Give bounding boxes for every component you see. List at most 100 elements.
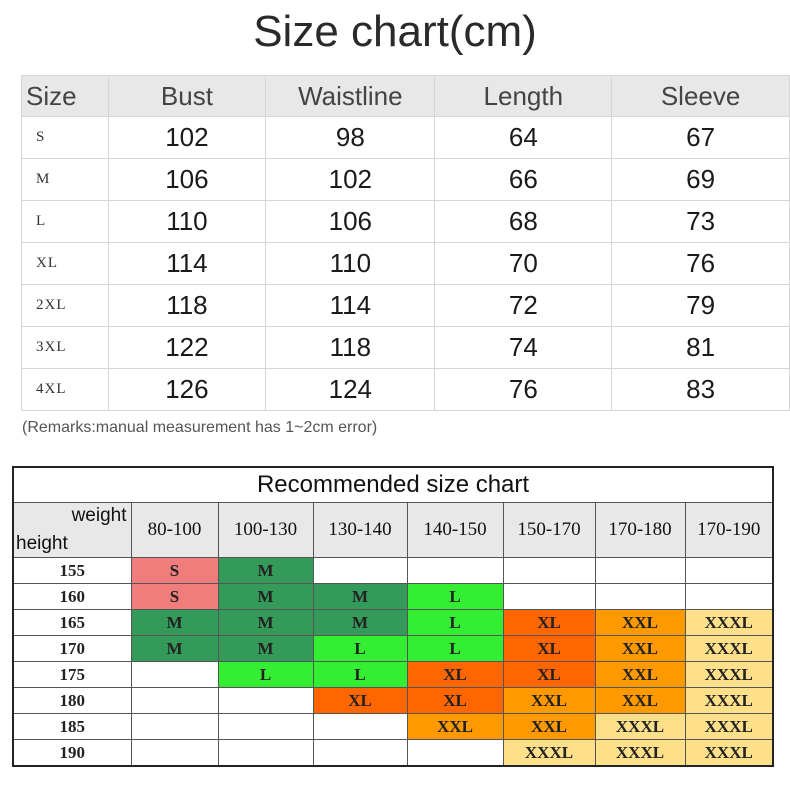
measurement-cell: 110 — [107, 200, 267, 243]
remark-note: (Remarks:manual measurement has 1~2cm er… — [22, 419, 378, 436]
recommended-size-cell: XXL — [406, 713, 504, 740]
height-cell: 160 — [12, 583, 132, 610]
size-label-cell: M — [21, 158, 109, 201]
measurement-cell: 124 — [265, 368, 436, 411]
recommended-size-cell — [406, 557, 504, 584]
recommended-size-cell: M — [312, 583, 408, 610]
weight-range-header: 150-170 — [502, 502, 596, 558]
recommended-size-cell: L — [406, 635, 504, 662]
size-table: Size Bust Waistline Length Sleeve S 102 98 64 67 M… — [21, 75, 790, 411]
size-label-cell: XL — [21, 242, 109, 285]
table-row: 155 S M — [12, 557, 774, 584]
recommended-size-cell: XXL — [502, 687, 596, 714]
weight-label: weight — [71, 505, 127, 526]
recommended-size-cell — [502, 557, 596, 584]
height-cell: 180 — [12, 687, 132, 714]
recommended-size-cell — [312, 713, 408, 740]
table-row: 2XL 118 114 72 79 — [21, 284, 790, 327]
column-header: Waistline — [265, 75, 436, 117]
height-cell: 170 — [12, 635, 132, 662]
recommended-size-cell — [217, 713, 314, 740]
recommended-size-cell: XXXL — [684, 713, 774, 740]
measurement-cell: 72 — [434, 284, 613, 327]
height-cell: 175 — [12, 661, 132, 688]
measurement-cell: 102 — [265, 158, 436, 201]
size-label-cell: 2XL — [21, 284, 109, 327]
recommended-size-cell: XL — [502, 661, 596, 688]
measurement-cell: 126 — [107, 368, 267, 411]
table-row: 3XL 122 118 74 81 — [21, 326, 790, 369]
size-label-cell: 4XL — [21, 368, 109, 411]
weight-range-header: 80-100 — [130, 502, 219, 558]
recommended-size-cell: L — [312, 661, 408, 688]
recommended-size-cell: M — [130, 635, 219, 662]
recommended-size-cell: M — [312, 609, 408, 636]
recommended-size-cell: S — [130, 557, 219, 584]
table-row: 160 S M M L — [12, 583, 774, 610]
table-row: M 106 102 66 69 — [21, 158, 790, 201]
recommended-size-cell: XXXL — [684, 661, 774, 688]
recommended-size-cell — [684, 557, 774, 584]
column-header: Length — [434, 75, 613, 117]
measurement-cell: 118 — [107, 284, 267, 327]
recommended-size-cell: XL — [406, 687, 504, 714]
measurement-cell: 68 — [434, 200, 613, 243]
recommended-size-cell — [130, 739, 219, 767]
recommended-size-cell — [502, 583, 596, 610]
measurement-cell: 106 — [107, 158, 267, 201]
measurement-cell: 98 — [265, 116, 436, 159]
height-cell: 165 — [12, 609, 132, 636]
recommended-size-cell: M — [130, 609, 219, 636]
table-row: 175 L L XL XL XXL XXXL — [12, 661, 774, 688]
size-label-cell: 3XL — [21, 326, 109, 369]
size-label-cell: L — [21, 200, 109, 243]
recommended-size-cell: XL — [502, 609, 596, 636]
recommended-size-cell: XXXL — [684, 687, 774, 714]
page-title: Size chart(cm) — [253, 7, 537, 56]
recommended-size-cell — [594, 583, 686, 610]
weight-range-header: 170-180 — [594, 502, 686, 558]
recommended-size-cell: XXXL — [594, 739, 686, 767]
table-row: 185 XXL XXL XXXL XXXL — [12, 713, 774, 740]
height-label: height — [16, 533, 68, 554]
measurement-cell: 67 — [611, 116, 790, 159]
table-row: 190 XXXL XXXL XXXL — [12, 739, 774, 767]
measurement-cell: 74 — [434, 326, 613, 369]
measurement-cell: 64 — [434, 116, 613, 159]
height-cell: 155 — [12, 557, 132, 584]
table-row: S 102 98 64 67 — [21, 116, 790, 159]
recommended-size-cell — [130, 713, 219, 740]
recommended-size-cell: XXXL — [594, 713, 686, 740]
recommended-size-cell — [130, 687, 219, 714]
recommended-size-cell: XL — [406, 661, 504, 688]
measurement-cell: 73 — [611, 200, 790, 243]
recommended-size-cell: M — [217, 557, 314, 584]
column-header: Sleeve — [611, 75, 790, 117]
recommended-size-cell — [217, 739, 314, 767]
table-row: 4XL 126 124 76 83 — [21, 368, 790, 411]
measurement-cell: 76 — [611, 242, 790, 285]
measurement-cell: 81 — [611, 326, 790, 369]
measurement-cell: 66 — [434, 158, 613, 201]
recommended-size-cell: L — [312, 635, 408, 662]
recommended-size-cell: XXL — [594, 661, 686, 688]
recommended-size-cell — [684, 583, 774, 610]
recommended-title: Recommended size chart — [12, 466, 774, 503]
measurement-cell: 102 — [107, 116, 267, 159]
table-row: 180 XL XL XXL XXL XXXL — [12, 687, 774, 714]
recommended-size-cell: L — [217, 661, 314, 688]
recommended-size-cell: XXXL — [502, 739, 596, 767]
recommended-size-cell: XXXL — [684, 609, 774, 636]
column-header: Bust — [107, 75, 267, 117]
weight-range-header: 130-140 — [312, 502, 408, 558]
recommended-size-cell: XXL — [502, 713, 596, 740]
measurement-cell: 70 — [434, 242, 613, 285]
recommended-size-cell: M — [217, 583, 314, 610]
measurement-cell: 106 — [265, 200, 436, 243]
recommended-size-cell — [312, 557, 408, 584]
table-row: 165 M M M L XL XXL XXXL — [12, 609, 774, 636]
weight-height-header: weight height — [12, 502, 132, 558]
recommended-size-cell: XXL — [594, 635, 686, 662]
measurement-cell: 79 — [611, 284, 790, 327]
recommended-size-cell: XXL — [594, 609, 686, 636]
